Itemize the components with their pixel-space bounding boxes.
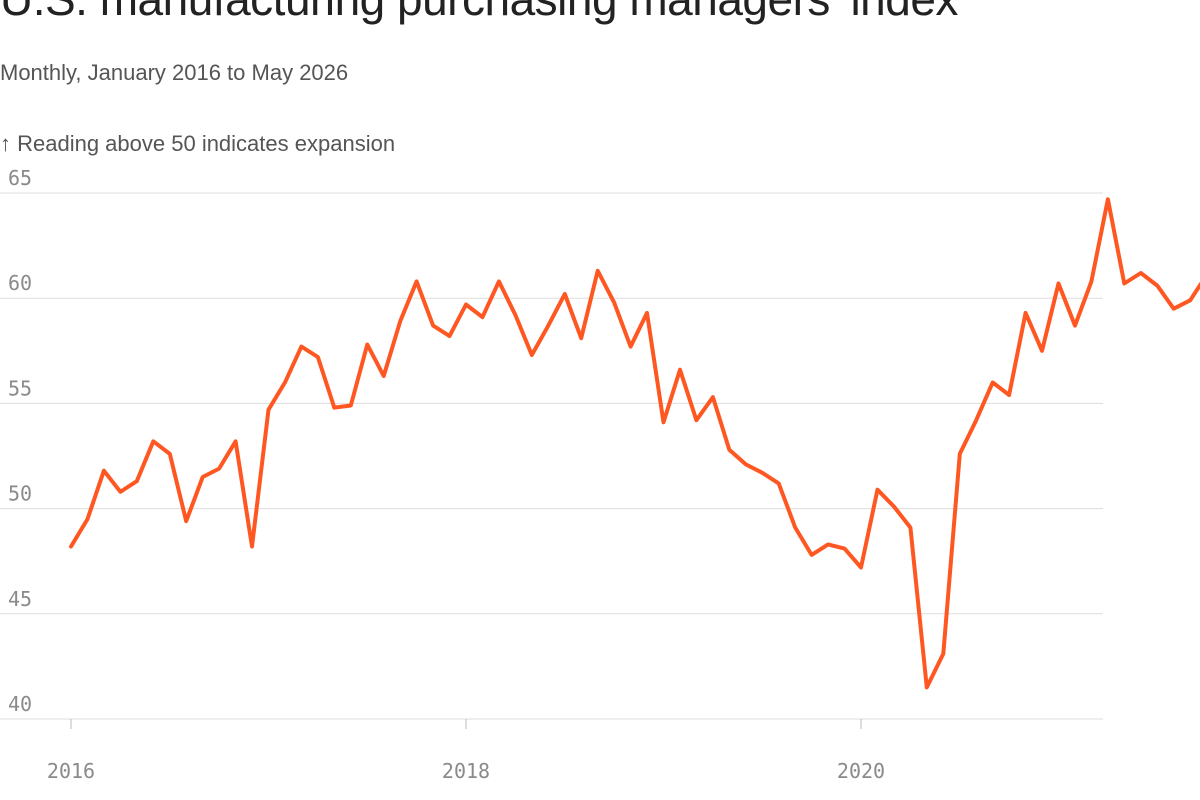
plot-area: 54 xyxy=(69,197,1200,690)
y-axis-ticks: 65 60 55 50 45 40 xyxy=(8,166,32,716)
pmi-series-line xyxy=(69,197,1200,690)
y-tick-label: 60 xyxy=(8,271,32,295)
x-axis-ticks: 201620182020202220242026 xyxy=(47,719,885,783)
chart-title: U.S. manufacturing purchasing managers' … xyxy=(0,0,958,26)
y-tick-label: 45 xyxy=(8,587,32,611)
y-tick-label: 40 xyxy=(8,692,32,716)
grid-lines xyxy=(0,192,1103,720)
x-tick-label: 2020 xyxy=(837,759,885,783)
y-tick-label: 50 xyxy=(8,482,32,506)
chart-subtitle: Monthly, January 2016 to May 2026 xyxy=(0,60,349,85)
x-tick-label: 2016 xyxy=(47,759,95,783)
y-tick-label: 55 xyxy=(8,376,32,400)
y-tick-label: 65 xyxy=(8,166,32,190)
y-axis-note: ↑ Reading above 50 indicates expansion xyxy=(0,131,396,156)
x-tick-label: 2018 xyxy=(442,759,490,783)
